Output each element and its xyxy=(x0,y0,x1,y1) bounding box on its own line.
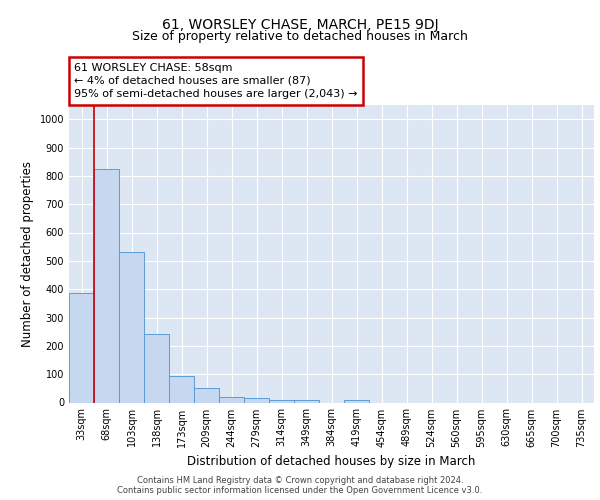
Y-axis label: Number of detached properties: Number of detached properties xyxy=(21,161,34,347)
Bar xyxy=(344,400,369,402)
Text: Contains HM Land Registry data © Crown copyright and database right 2024.
Contai: Contains HM Land Registry data © Crown c… xyxy=(118,476,482,495)
Bar xyxy=(269,400,294,402)
Text: Size of property relative to detached houses in March: Size of property relative to detached ho… xyxy=(132,30,468,43)
Bar xyxy=(219,397,244,402)
Bar xyxy=(169,376,194,402)
Bar xyxy=(144,334,169,402)
Bar xyxy=(119,252,144,402)
X-axis label: Distribution of detached houses by size in March: Distribution of detached houses by size … xyxy=(187,455,476,468)
Text: 61 WORSLEY CHASE: 58sqm
← 4% of detached houses are smaller (87)
95% of semi-det: 61 WORSLEY CHASE: 58sqm ← 4% of detached… xyxy=(74,62,358,99)
Bar xyxy=(194,388,219,402)
Bar xyxy=(294,400,319,402)
Bar xyxy=(69,294,94,403)
Text: 61, WORSLEY CHASE, MARCH, PE15 9DJ: 61, WORSLEY CHASE, MARCH, PE15 9DJ xyxy=(161,18,439,32)
Bar xyxy=(94,169,119,402)
Bar xyxy=(244,398,269,402)
